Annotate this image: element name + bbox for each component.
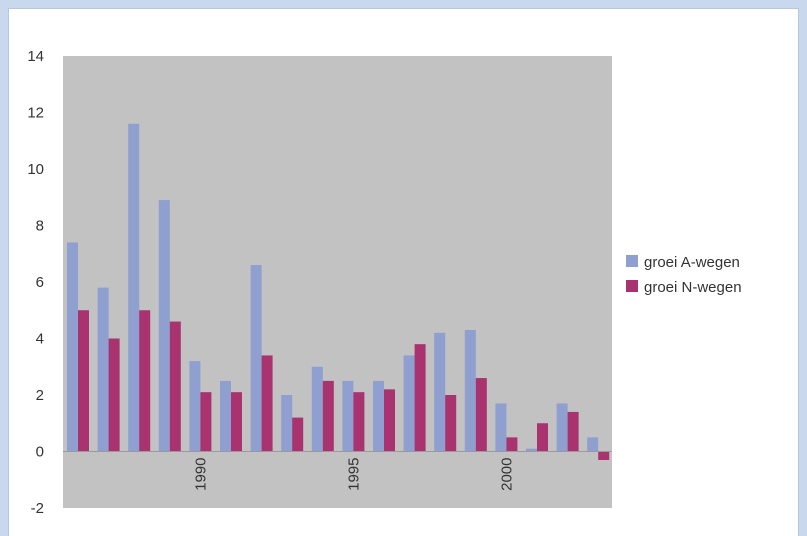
bar-n-wegen-1998 (445, 395, 457, 452)
bar-a-wegen-1988 (128, 123, 140, 452)
bar-a-wegen-1993 (281, 395, 293, 452)
x-tick-label-2000: 2000 (498, 458, 515, 491)
bar-n-wegen-2000 (506, 437, 518, 452)
bar-a-wegen-2003 (587, 437, 599, 452)
bar-a-wegen-1996 (373, 380, 384, 452)
bar-n-wegen-1991 (231, 392, 242, 452)
y-tick-label: 12 (27, 105, 44, 122)
bar-a-wegen-2001 (526, 448, 537, 452)
y-tick-label: 2 (36, 387, 44, 404)
bar-a-wegen-1990 (189, 361, 201, 452)
bar-a-wegen-1992 (250, 265, 262, 452)
bar-n-wegen-1997 (414, 344, 426, 452)
y-axis-ticks: 14 12 10 8 6 4 2 0 -2 (27, 48, 44, 517)
bar-n-wegen-1990 (200, 392, 212, 452)
bar-n-wegen-1993 (292, 417, 304, 452)
y-tick-label: 8 (36, 218, 44, 235)
legend-swatch-a-wegen (626, 255, 638, 267)
bar-a-wegen-1987 (97, 287, 109, 452)
y-tick-label: 6 (36, 274, 44, 291)
bar-a-wegen-1998 (434, 332, 446, 452)
bar-a-wegen-1991 (220, 380, 231, 452)
bar-a-wegen-1994 (311, 366, 323, 452)
bar-a-wegen-1999 (464, 330, 476, 452)
bar-n-wegen-1989 (169, 321, 181, 452)
legend: groei A-wegen groei N-wegen (626, 254, 742, 296)
bar-n-wegen-2003 (598, 451, 610, 460)
legend-swatch-n-wegen (626, 280, 638, 292)
y-tick-label: 14 (27, 48, 44, 65)
legend-label-a-wegen: groei A-wegen (644, 254, 740, 271)
bar-n-wegen-1986 (78, 310, 89, 452)
bar-n-wegen-1987 (108, 338, 120, 452)
bar-n-wegen-1996 (384, 389, 395, 452)
y-tick-label: 0 (36, 444, 44, 461)
bar-n-wegen-1999 (475, 378, 487, 452)
x-tick-label-1990: 1990 (192, 458, 209, 491)
bar-a-wegen-2000 (495, 403, 507, 452)
x-axis-ticks: 1990 1995 2000 (192, 458, 515, 491)
bar-a-wegen-1997 (403, 355, 415, 452)
bar-n-wegen-1992 (261, 355, 273, 452)
bar-a-wegen-1986 (67, 242, 78, 452)
y-tick-label: 10 (27, 161, 44, 178)
bar-n-wegen-1994 (322, 380, 334, 452)
bar-n-wegen-2001 (537, 423, 548, 452)
bar-n-wegen-2002 (567, 411, 579, 452)
legend-label-n-wegen: groei N-wegen (644, 279, 742, 296)
bar-a-wegen-2002 (556, 403, 568, 452)
bar-a-wegen-1989 (158, 200, 170, 452)
bar-n-wegen-1995 (353, 392, 365, 452)
y-tick-label: -2 (31, 500, 44, 517)
x-tick-label-1995: 1995 (345, 458, 362, 491)
y-tick-label: 4 (36, 331, 44, 348)
plot-area (63, 56, 612, 508)
bars (67, 123, 610, 460)
bar-n-wegen-1988 (139, 310, 151, 452)
bar-a-wegen-1995 (342, 380, 354, 452)
